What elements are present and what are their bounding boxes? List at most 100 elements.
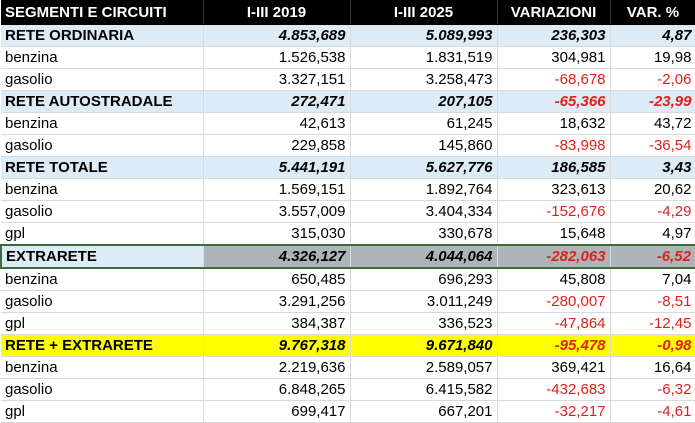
group-row: RETE AUTOSTRADALE 272,471 207,105 -65,366 -2… [1, 90, 695, 113]
header-variazioni: VARIAZIONI [497, 0, 611, 25]
table-row: gpl 384,387 336,523 -47,864 -12,45 [1, 312, 695, 335]
table-row: benzina 2.219,636 2.589,057 369,421 16,64 [1, 356, 695, 379]
value-var-pct: -23,99 [610, 90, 695, 113]
table-row: benzina 650,485 696,293 45,808 7,04 [1, 268, 695, 291]
value-2025: 145,860 [350, 134, 498, 157]
value-2025: 3.258,473 [350, 68, 498, 91]
value-2019: 2.219,636 [203, 356, 351, 379]
value-2025: 9.671,840 [350, 334, 498, 357]
header-2019: I-III 2019 [203, 0, 351, 25]
header-var-pct: VAR. % [610, 0, 695, 25]
value-2025: 336,523 [350, 312, 498, 335]
value-2019: 6.848,265 [203, 378, 351, 401]
group-row: RETE TOTALE 5.441,191 5.627,776 186,585 3,43 [1, 156, 695, 179]
value-variazione: -432,683 [497, 378, 611, 401]
value-var-pct: 4,87 [610, 24, 695, 47]
value-2025: 1.831,519 [350, 46, 498, 69]
table-body: RETE ORDINARIA 4.853,689 5.089,993 236,303 4… [0, 24, 695, 423]
value-2025: 5.627,776 [350, 156, 498, 179]
value-var-pct: 16,64 [610, 356, 695, 379]
value-2019: 42,613 [203, 112, 351, 135]
value-2019: 229,858 [203, 134, 351, 157]
table-row: benzina 42,613 61,245 18,632 43,72 [1, 112, 695, 135]
value-variazione: 15,648 [497, 222, 611, 246]
value-variazione: 45,808 [497, 268, 611, 291]
group-row: RETE + EXTRARETE 9.767,318 9.671,840 -95,47… [1, 334, 695, 357]
row-label: benzina [1, 268, 204, 291]
value-variazione: -68,678 [497, 68, 611, 91]
value-2025: 6.415,582 [350, 378, 498, 401]
row-label: RETE + EXTRARETE [1, 334, 204, 357]
row-label: benzina [1, 178, 204, 201]
value-variazione: -280,007 [497, 290, 611, 313]
value-variazione: 323,613 [497, 178, 611, 201]
value-var-pct: 4,97 [610, 222, 695, 246]
value-2019: 1.526,538 [203, 46, 351, 69]
header-row: SEGMENTI E CIRCUITI I-III 2019 I-III 202… [1, 0, 695, 25]
value-variazione: 236,303 [497, 24, 611, 47]
value-2019: 699,417 [203, 400, 351, 423]
value-var-pct: -4,61 [610, 400, 695, 423]
row-label: gasolio [1, 200, 204, 223]
row-label: gpl [1, 222, 204, 246]
group-row: RETE ORDINARIA 4.853,689 5.089,993 236,303 4… [1, 24, 695, 47]
row-label: EXTRARETE [0, 244, 204, 269]
value-var-pct: 43,72 [610, 112, 695, 135]
value-variazione: -32,217 [497, 400, 611, 423]
row-label: benzina [1, 356, 204, 379]
table-row: gasolio 229,858 145,860 -83,998 -36,54 [1, 134, 695, 157]
value-var-pct: -4,29 [610, 200, 695, 223]
value-2025: 667,201 [350, 400, 498, 423]
value-2025: 696,293 [350, 268, 498, 291]
value-2019: 9.767,318 [203, 334, 351, 357]
row-label: gasolio [1, 134, 204, 157]
value-var-pct: 7,04 [610, 268, 695, 291]
value-variazione: -83,998 [497, 134, 611, 157]
value-var-pct: -8,51 [610, 290, 695, 313]
value-var-pct: -12,45 [610, 312, 695, 335]
value-2019: 4.326,127 [203, 244, 351, 269]
value-variazione: 186,585 [497, 156, 611, 179]
value-2025: 330,678 [350, 222, 498, 246]
value-2019: 3.557,009 [203, 200, 351, 223]
table-row: benzina 1.526,538 1.831,519 304,981 19,98 [1, 46, 695, 69]
table-row: benzina 1.569,151 1.892,764 323,613 20,62 [1, 178, 695, 201]
value-var-pct: -6,52 [610, 244, 695, 269]
value-variazione: 18,632 [497, 112, 611, 135]
table-row: gasolio 6.848,265 6.415,582 -432,683 -6,32 [1, 378, 695, 401]
value-2019: 1.569,151 [203, 178, 351, 201]
row-label: gasolio [1, 378, 204, 401]
value-2019: 4.853,689 [203, 24, 351, 47]
value-2025: 3.011,249 [350, 290, 498, 313]
table-row: gasolio 3.557,009 3.404,334 -152,676 -4,29 [1, 200, 695, 223]
value-var-pct: 3,43 [610, 156, 695, 179]
header-segmenti: SEGMENTI E CIRCUITI [1, 0, 204, 25]
value-2025: 4.044,064 [350, 244, 498, 269]
table-row: gpl 699,417 667,201 -32,217 -4,61 [1, 400, 695, 423]
row-label: RETE ORDINARIA [1, 24, 204, 47]
row-label: gpl [1, 312, 204, 335]
value-var-pct: -36,54 [610, 134, 695, 157]
value-2019: 384,387 [203, 312, 351, 335]
value-2019: 3.327,151 [203, 68, 351, 91]
value-2019: 3.291,256 [203, 290, 351, 313]
value-2025: 1.892,764 [350, 178, 498, 201]
value-variazione: -95,478 [497, 334, 611, 357]
row-label: gpl [1, 400, 204, 423]
table-row: gasolio 3.291,256 3.011,249 -280,007 -8,51 [1, 290, 695, 313]
value-variazione: -152,676 [497, 200, 611, 223]
value-var-pct: -2,06 [610, 68, 695, 91]
value-variazione: -47,864 [497, 312, 611, 335]
value-variazione: -282,063 [497, 244, 611, 269]
value-2025: 5.089,993 [350, 24, 498, 47]
value-2019: 315,030 [203, 222, 351, 246]
value-variazione: 369,421 [497, 356, 611, 379]
row-label: gasolio [1, 290, 204, 313]
table-row: gasolio 3.327,151 3.258,473 -68,678 -2,06 [1, 68, 695, 91]
value-2019: 272,471 [203, 90, 351, 113]
value-2025: 2.589,057 [350, 356, 498, 379]
group-row: EXTRARETE 4.326,127 4.044,064 -282,063 -6,52 [0, 244, 695, 269]
row-label: benzina [1, 46, 204, 69]
table-row: gpl 315,030 330,678 15,648 4,97 [1, 222, 695, 246]
